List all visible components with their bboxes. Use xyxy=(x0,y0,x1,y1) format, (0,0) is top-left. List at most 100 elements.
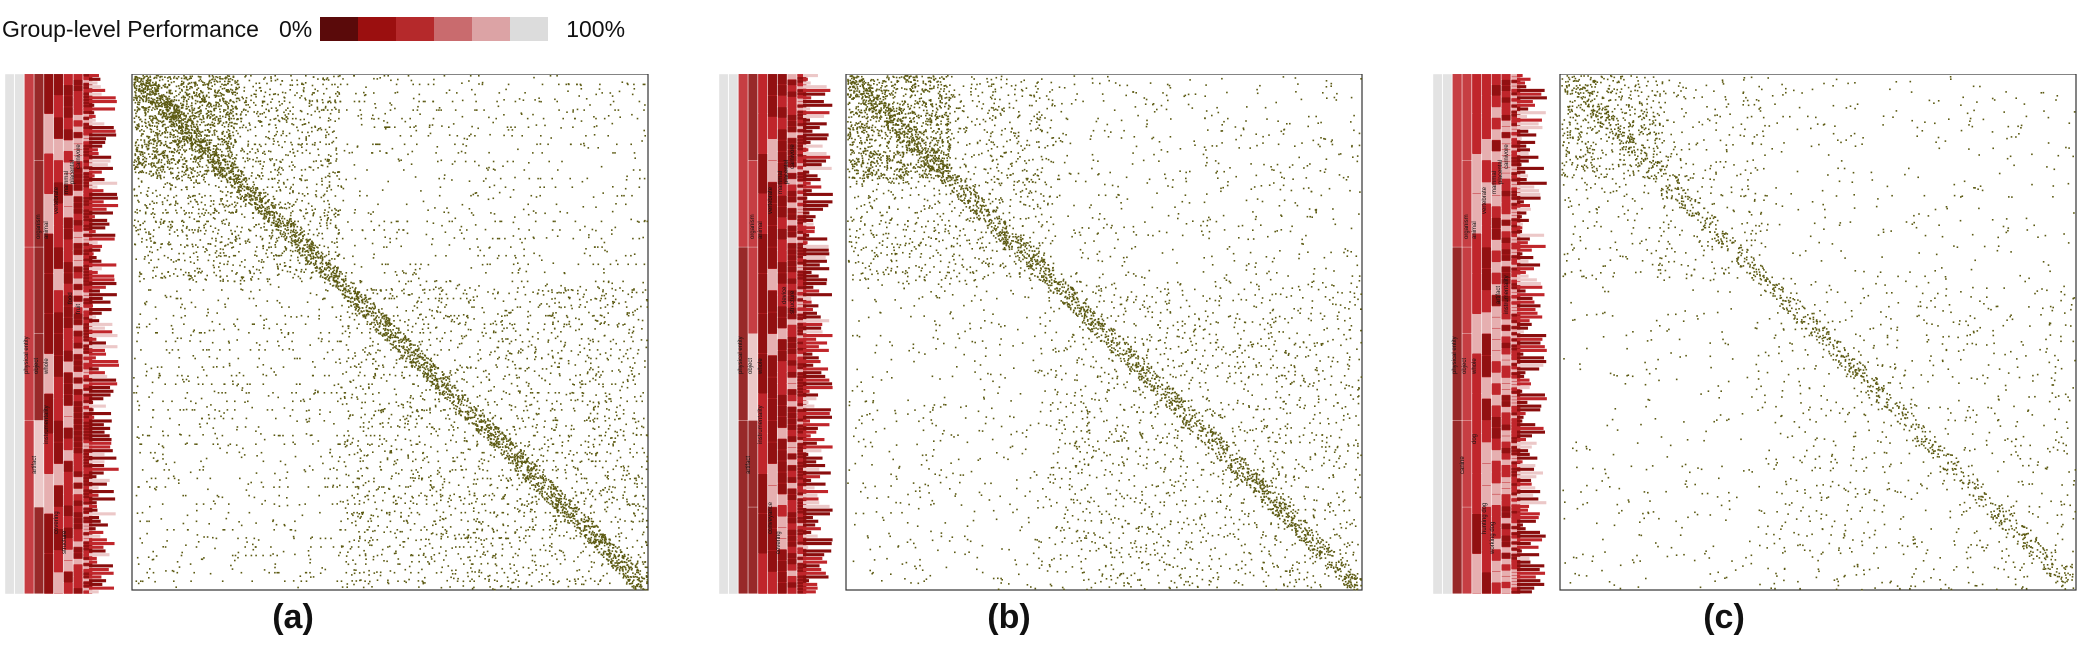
matrix-dot xyxy=(315,251,317,254)
matrix-dot xyxy=(370,514,373,516)
matrix-dot xyxy=(359,457,362,459)
matrix-dot xyxy=(512,581,515,584)
matrix-dot xyxy=(245,554,247,557)
matrix-dot xyxy=(306,246,309,248)
matrix-dot xyxy=(602,370,604,373)
matrix-dot xyxy=(529,392,532,394)
matrix-dot xyxy=(150,213,153,215)
matrix-dot xyxy=(327,133,330,136)
matrix-dot xyxy=(560,490,562,492)
matrix-dot xyxy=(154,115,156,117)
matrix-dot xyxy=(476,430,479,432)
matrix-dot xyxy=(382,364,384,366)
matrix-dot xyxy=(372,326,375,328)
matrix-dot xyxy=(615,551,618,553)
matrix-dot xyxy=(289,231,292,234)
matrix-dot xyxy=(154,306,157,308)
hierarchy-segment xyxy=(83,215,93,219)
matrix-dot xyxy=(360,407,363,409)
matrix-dot xyxy=(600,540,603,542)
matrix-dot xyxy=(618,90,621,93)
matrix-dot xyxy=(158,79,161,82)
leaf-bar xyxy=(89,534,101,538)
matrix-dot xyxy=(180,206,182,209)
matrix-dot xyxy=(340,386,342,389)
matrix-dot xyxy=(281,252,284,254)
matrix-dot xyxy=(148,233,150,235)
matrix-dot xyxy=(239,264,241,267)
matrix-dot xyxy=(440,475,442,478)
matrix-dot xyxy=(252,543,254,546)
hierarchy-segment xyxy=(83,98,93,102)
matrix-dot xyxy=(638,237,641,240)
matrix-dot xyxy=(556,75,558,77)
matrix-dot xyxy=(400,403,403,406)
matrix-dot xyxy=(167,159,170,161)
matrix-dot xyxy=(509,587,512,590)
matrix-dot xyxy=(459,404,462,406)
matrix-dot xyxy=(582,392,585,395)
matrix-dot xyxy=(400,497,402,500)
matrix-dot xyxy=(364,393,367,395)
matrix-dot xyxy=(375,143,377,146)
matrix-dot xyxy=(155,155,157,158)
matrix-dot xyxy=(299,118,302,121)
matrix-dot xyxy=(353,282,355,285)
matrix-dot xyxy=(362,422,365,424)
matrix-dot xyxy=(641,477,643,480)
matrix-dot xyxy=(309,238,311,241)
matrix-dot xyxy=(301,231,304,233)
matrix-dot xyxy=(646,460,649,463)
matrix-dot xyxy=(224,116,227,118)
matrix-dot xyxy=(258,211,261,213)
matrix-dot xyxy=(243,280,246,282)
matrix-dot xyxy=(303,195,306,197)
matrix-dot xyxy=(368,490,370,493)
matrix-dot xyxy=(250,290,252,293)
matrix-dot xyxy=(250,481,252,484)
matrix-dot xyxy=(510,443,513,445)
matrix-dot xyxy=(218,410,221,412)
matrix-dot xyxy=(386,121,389,124)
matrix-dot xyxy=(228,349,231,351)
matrix-dot xyxy=(407,455,409,457)
matrix-dot xyxy=(624,486,626,489)
hierarchy-label: object xyxy=(34,358,40,374)
matrix-dot xyxy=(390,426,392,428)
matrix-dot xyxy=(626,547,628,549)
matrix-dot xyxy=(508,311,510,314)
matrix-dot xyxy=(167,162,169,164)
matrix-dot xyxy=(428,538,430,541)
matrix-dot xyxy=(302,398,305,401)
matrix-dot xyxy=(206,249,208,252)
matrix-dot xyxy=(234,82,236,84)
matrix-dot xyxy=(501,567,503,570)
hierarchy-segment xyxy=(83,483,93,486)
hierarchy-segment xyxy=(73,371,83,378)
matrix-dot xyxy=(615,568,618,570)
matrix-dot xyxy=(194,85,196,87)
matrix-dot xyxy=(497,340,500,343)
matrix-dot xyxy=(531,554,534,557)
matrix-dot xyxy=(342,290,344,292)
matrix-dot xyxy=(480,414,483,417)
matrix-dot xyxy=(313,144,316,146)
matrix-dot xyxy=(228,222,230,224)
matrix-dot xyxy=(198,156,201,158)
matrix-dot xyxy=(330,219,332,221)
matrix-dot xyxy=(255,96,257,98)
matrix-dot xyxy=(316,251,319,254)
matrix-dot xyxy=(164,383,166,385)
hierarchy-label: food xyxy=(68,292,74,304)
matrix-dot xyxy=(549,503,551,505)
matrix-dot xyxy=(544,491,546,493)
matrix-dot xyxy=(471,570,473,573)
matrix-dot xyxy=(318,314,320,317)
matrix-dot xyxy=(147,109,150,111)
matrix-dot xyxy=(523,461,526,464)
matrix-dot xyxy=(570,434,573,437)
matrix-dot xyxy=(185,125,187,128)
matrix-dot xyxy=(193,125,195,128)
matrix-dot xyxy=(194,357,196,360)
matrix-dot xyxy=(337,267,339,270)
